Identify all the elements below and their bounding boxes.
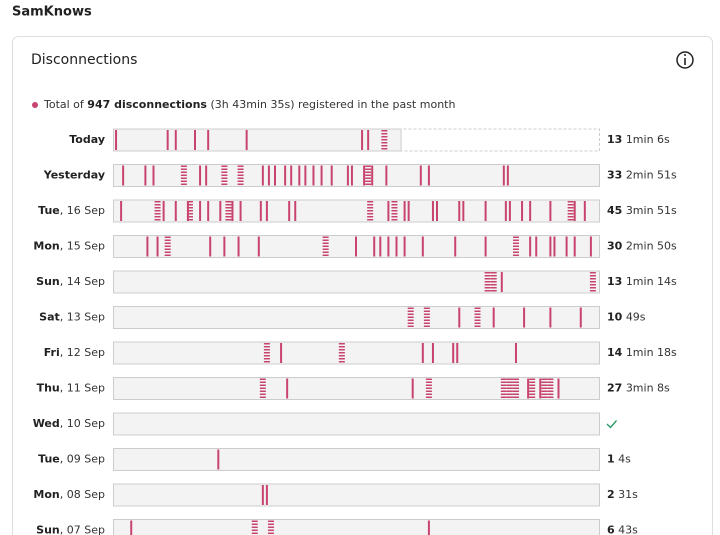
bullet	[32, 102, 38, 108]
day-bar	[113, 377, 600, 400]
separator: ,	[60, 240, 67, 253]
separator: ,	[60, 346, 67, 359]
count: 13	[607, 275, 622, 288]
summary-detail: (3h 43min 35s) registered in the past mo…	[210, 98, 455, 111]
weekday: Wed	[33, 417, 60, 430]
duration: 43s	[618, 524, 638, 535]
summary-text: 6 43s	[607, 524, 638, 535]
summary-text: 33 2min 51s	[607, 169, 677, 182]
date: 08 Sep	[67, 488, 105, 501]
day-label: Today	[69, 133, 105, 146]
duration: 2min 51s	[626, 169, 677, 182]
day-bar	[113, 519, 600, 535]
count: 33	[607, 169, 622, 182]
summary-text: 13 1min 14s	[607, 275, 677, 288]
date: 09 Sep	[67, 453, 105, 466]
date: 13 Sep	[67, 311, 105, 324]
weekday: Mon	[33, 488, 59, 501]
separator: ,	[60, 453, 67, 466]
day-bar	[113, 341, 600, 365]
separator: ,	[60, 275, 67, 288]
summary-prefix: Total of	[43, 98, 85, 111]
duration: 1min 18s	[626, 346, 677, 359]
count: 6	[607, 524, 615, 535]
day-bar	[113, 448, 600, 471]
weekday: Tue	[38, 204, 60, 217]
day-bar	[113, 412, 600, 436]
ok-check	[606, 420, 618, 429]
separator: ,	[60, 382, 67, 395]
day-label: Tue, 09 Sep	[38, 453, 105, 466]
weekday: Thu	[37, 382, 60, 395]
day-label: Mon, 15 Sep	[33, 240, 105, 253]
day-bar	[113, 128, 402, 152]
date: 12 Sep	[67, 346, 105, 359]
summary-highlight: 947 disconnections	[87, 98, 207, 111]
weekday: Sat	[39, 311, 60, 324]
separator: ,	[60, 311, 67, 324]
count: 45	[607, 204, 622, 217]
summary-text: 14 1min 18s	[607, 346, 677, 359]
day-label: Thu, 11 Sep	[37, 382, 105, 395]
weekday: Tue	[38, 453, 60, 466]
day-label: Mon, 08 Sep	[33, 488, 105, 501]
date: 07 Sep	[67, 524, 105, 535]
date: 16 Sep	[67, 204, 105, 217]
duration: 1min 6s	[626, 133, 670, 146]
summary: Total of 947 disconnections (3h 43min 35…	[43, 98, 455, 111]
duration: 3min 51s	[626, 204, 677, 217]
count: 14	[607, 346, 623, 359]
day-label: Sat, 13 Sep	[39, 311, 105, 324]
weekday: Sun	[36, 275, 60, 288]
weekday: Sun	[36, 524, 60, 535]
summary-text: 45 3min 51s	[607, 204, 677, 217]
card-title: Disconnections	[31, 52, 137, 68]
date: 11 Sep	[67, 382, 105, 395]
day-bar	[113, 199, 600, 223]
summary-text: 2 31s	[607, 488, 638, 501]
brand: SamKnows	[12, 5, 92, 20]
count: 2	[607, 488, 615, 501]
weekday: Mon	[33, 240, 59, 253]
info-button[interactable]	[676, 51, 694, 69]
count: 1	[607, 453, 615, 466]
duration: 1min 14s	[626, 275, 677, 288]
day-label: Wed, 10 Sep	[33, 417, 105, 430]
summary-text: 27 3min 8s	[607, 382, 670, 395]
weekday: Fri	[44, 346, 60, 359]
summary-text: 1 4s	[607, 453, 631, 466]
date: 15 Sep	[67, 240, 105, 253]
count: 10	[607, 311, 623, 324]
duration: 2min 50s	[626, 240, 677, 253]
day-bar	[113, 270, 600, 294]
day-label: Tue, 16 Sep	[38, 204, 105, 217]
count: 30	[607, 240, 623, 253]
separator: ,	[60, 417, 67, 430]
separator: ,	[60, 204, 67, 217]
day-bar	[113, 164, 600, 187]
duration: 31s	[618, 488, 638, 501]
duration: 3min 8s	[626, 382, 670, 395]
weekday: Today	[69, 133, 105, 146]
day-bar	[113, 483, 600, 507]
day-label: Sun, 14 Sep	[36, 275, 105, 288]
day-label: Sun, 07 Sep	[36, 524, 105, 535]
duration: 4s	[618, 453, 631, 466]
day-bar	[113, 306, 600, 329]
day-label: Yesterday	[43, 169, 105, 182]
weekday: Yesterday	[43, 169, 105, 182]
summary-text: 13 1min 6s	[607, 133, 670, 146]
duration: 49s	[626, 311, 646, 324]
summary-text: 30 2min 50s	[607, 240, 677, 253]
date: 10 Sep	[67, 417, 105, 430]
date: 14 Sep	[67, 275, 105, 288]
separator: ,	[60, 524, 67, 535]
count: 27	[607, 382, 622, 395]
separator: ,	[60, 488, 67, 501]
day-label: Fri, 12 Sep	[44, 346, 105, 359]
count: 13	[607, 133, 622, 146]
summary-text: 10 49s	[607, 311, 646, 324]
